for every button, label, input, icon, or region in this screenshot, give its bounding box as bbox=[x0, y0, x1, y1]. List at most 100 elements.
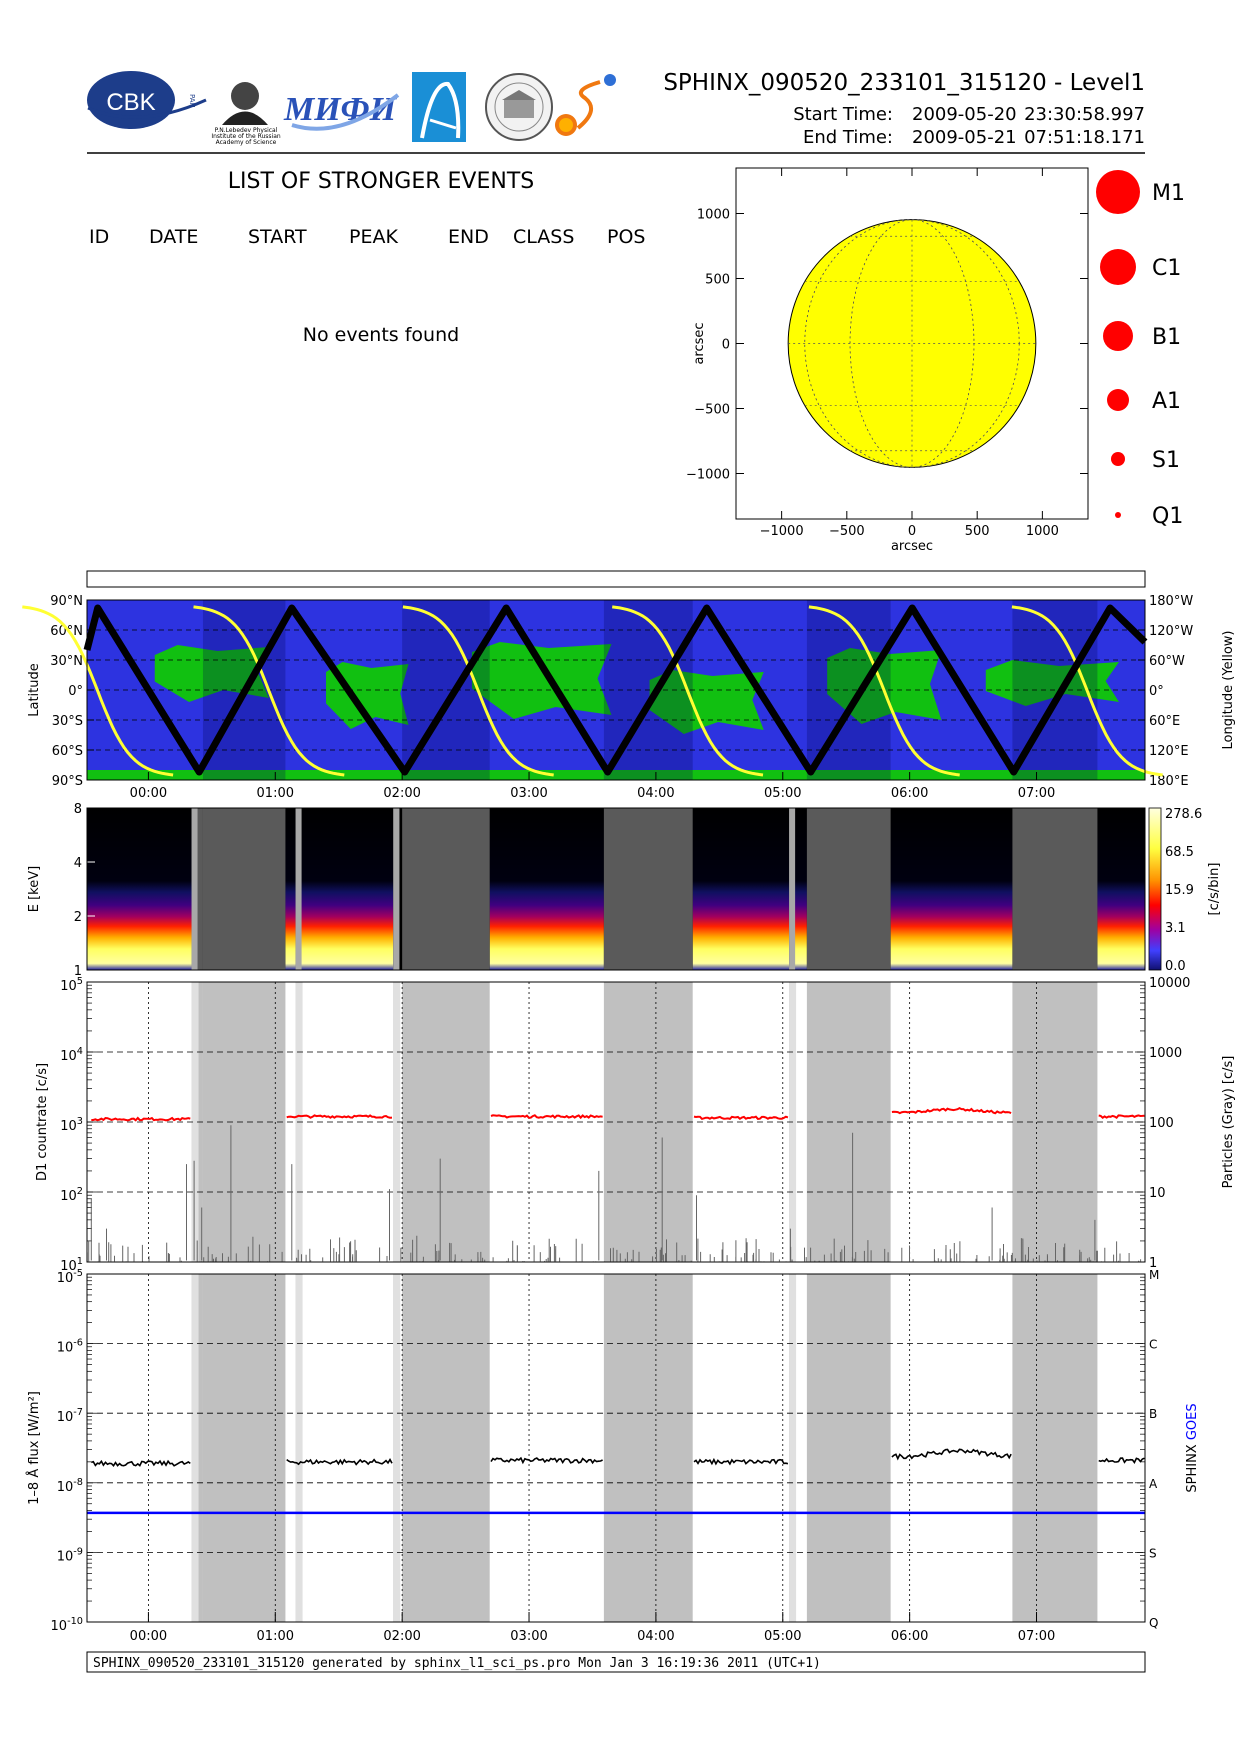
events-title: LIST OF STRONGER EVENTS bbox=[228, 169, 535, 194]
flux-y-tick-label: 10-5 bbox=[57, 1268, 83, 1286]
track-x-tick-label: 03:00 bbox=[510, 786, 547, 801]
footer-box bbox=[86, 1651, 1146, 1673]
legend-marker-q1 bbox=[1115, 512, 1121, 518]
track-lon-tick-label: 120°W bbox=[1149, 624, 1193, 639]
d1-gap-edge bbox=[191, 982, 199, 1262]
longitude-line bbox=[22, 605, 174, 777]
lebedev-portrait-logo: P.N.Lebedev Physical Institute of the Ru… bbox=[211, 82, 281, 146]
lebedev-caption-1: P.N.Lebedev Physical bbox=[215, 127, 278, 134]
spectrogram-gap-edge bbox=[191, 808, 198, 970]
disk-x-tick-label: 500 bbox=[965, 524, 990, 539]
spectrogram-data-block bbox=[285, 808, 296, 970]
flux-x-tick-label: 03:00 bbox=[510, 1629, 547, 1644]
end-date-value: 2009-05-21 bbox=[912, 127, 1017, 148]
seal-logo bbox=[485, 73, 553, 141]
d1-gap-shading bbox=[402, 982, 490, 1262]
start-time-label: Start Time: bbox=[793, 104, 893, 125]
empty-status-bar bbox=[86, 570, 1146, 588]
satellite-latitude-track bbox=[83, 604, 1148, 776]
events-col-class: CLASS bbox=[513, 226, 574, 248]
sphinx-flux-series bbox=[891, 1448, 1012, 1461]
flux-class-label: M bbox=[1149, 1268, 1159, 1282]
track-lat-tick-label: 60°S bbox=[52, 744, 83, 759]
spectrogram-frame bbox=[86, 807, 1146, 971]
footer-text: SPHINX_090520_233101_315120 generated by… bbox=[93, 1656, 821, 1671]
disk-y-tick-label: −500 bbox=[694, 403, 730, 418]
spectrogram-data-block bbox=[692, 808, 790, 970]
track-right-axis-label: Longitude (Yellow) bbox=[1221, 631, 1236, 750]
green-band-south bbox=[87, 770, 1145, 780]
d1-gap-shading bbox=[202, 982, 286, 1262]
flux-class-label: C bbox=[1149, 1338, 1157, 1352]
spectrogram-gap bbox=[603, 808, 693, 970]
flux-gap-edge bbox=[393, 1274, 401, 1622]
d1-countrate-series bbox=[1098, 1114, 1145, 1120]
flux-x-tick-label: 07:00 bbox=[1018, 1629, 1055, 1644]
track-x-tick-label: 05:00 bbox=[764, 786, 801, 801]
d1-y-tick-label: 105 bbox=[60, 976, 83, 994]
legend-marker-b1 bbox=[1103, 321, 1133, 351]
legend-marker-c1 bbox=[1100, 249, 1136, 285]
spectrogram-data-block bbox=[792, 808, 807, 970]
track-left-axis-label: Latitude bbox=[27, 663, 42, 717]
flux-y-tick-label: 10-10 bbox=[51, 1616, 83, 1634]
track-lat-tick-label: 30°N bbox=[50, 654, 83, 669]
spectrogram-gap-edge bbox=[789, 808, 796, 970]
start-date-value: 2009-05-20 bbox=[912, 104, 1017, 125]
ground-green-region bbox=[326, 662, 409, 729]
flux-x-tick-label: 04:00 bbox=[637, 1629, 674, 1644]
flux-x-tick-label: 01:00 bbox=[257, 1629, 294, 1644]
flux-left-axis-label: 1–8 Å flux [W/m²] bbox=[26, 1391, 42, 1505]
d1-countrate-series bbox=[891, 1106, 1012, 1115]
events-col-peak: PEAK bbox=[349, 226, 398, 248]
flux-plot: 00:00 01:00 02:00 03:00 04:00 05:00 06:00 07:00… bbox=[26, 1268, 1200, 1644]
disk-y-tick-label: 0 bbox=[722, 338, 730, 353]
longitude-line bbox=[1011, 605, 1163, 777]
legend-marker-s1 bbox=[1111, 452, 1125, 466]
events-col-start: START bbox=[248, 226, 307, 248]
flux-x-tick-label: 02:00 bbox=[383, 1629, 420, 1644]
flux-y-tick-label: 10-8 bbox=[57, 1477, 83, 1495]
flux-class-label: A bbox=[1149, 1477, 1158, 1491]
flux-gap-edge bbox=[191, 1274, 199, 1622]
track-lon-tick-label: 180°E bbox=[1149, 774, 1189, 789]
legend-marker-a1 bbox=[1107, 389, 1129, 411]
spectrogram-gap-edge bbox=[295, 808, 302, 970]
sphinx-flux-series bbox=[693, 1457, 789, 1466]
sphinx-flux-series bbox=[286, 1457, 393, 1466]
legend-label-q1: Q1 bbox=[1152, 504, 1183, 529]
flux-gap-shading bbox=[402, 1274, 490, 1622]
flux-y-tick-label: 10-9 bbox=[57, 1546, 83, 1564]
track-lon-tick-label: 180°W bbox=[1149, 594, 1193, 609]
spectrogram-gap bbox=[1012, 808, 1098, 970]
spectrogram-data-block bbox=[87, 808, 192, 970]
legend-label-c1: C1 bbox=[1152, 256, 1181, 281]
colorbar-tick-label: 278.6 bbox=[1165, 807, 1202, 822]
d1-y-tick-label: 102 bbox=[60, 1186, 83, 1204]
d1-countrate-plot: 105 10000 104 1000 103 100 102 10 101 1 D1 countra… bbox=[35, 976, 1236, 1274]
spectrogram-plot: 1 2 4 8 E [keV] 278.6 68.5 15.9 3.1 0.0 [c/s/bin] bbox=[27, 802, 1222, 979]
colorbar bbox=[1148, 807, 1162, 971]
legend-label-a1: A1 bbox=[1152, 389, 1181, 414]
report-title: SPHINX_090520_233101_315120 - Level1 bbox=[663, 70, 1145, 96]
colorbar-label: [c/s/bin] bbox=[1207, 863, 1222, 916]
ground-green-region bbox=[649, 670, 764, 734]
flux-class-label: S bbox=[1149, 1546, 1157, 1560]
disk-y-tick-label: 500 bbox=[705, 273, 730, 288]
legend-label-b1: B1 bbox=[1152, 325, 1181, 350]
sun-swoosh-logo bbox=[555, 74, 616, 136]
ground-green-region bbox=[471, 642, 612, 719]
ground-green-region bbox=[154, 645, 269, 702]
spectrogram-data-block bbox=[1097, 808, 1145, 970]
disk-x-tick-label: 1000 bbox=[1026, 524, 1059, 539]
flux-class-label: B bbox=[1149, 1407, 1157, 1421]
track-lon-tick-label: 60°E bbox=[1149, 714, 1180, 729]
flux-x-tick-label: 05:00 bbox=[764, 1629, 801, 1644]
events-col-date: DATE bbox=[149, 226, 198, 248]
d1-right-axis-label: Particles (Gray) [c/s] bbox=[1221, 1056, 1236, 1189]
track-x-tick-label: 00:00 bbox=[130, 786, 167, 801]
spectrogram-data-block bbox=[489, 808, 604, 970]
track-lon-tick-label: 60°W bbox=[1149, 654, 1185, 669]
disk-x-axis-label: arcsec bbox=[891, 539, 933, 554]
end-time-label: End Time: bbox=[803, 127, 893, 148]
